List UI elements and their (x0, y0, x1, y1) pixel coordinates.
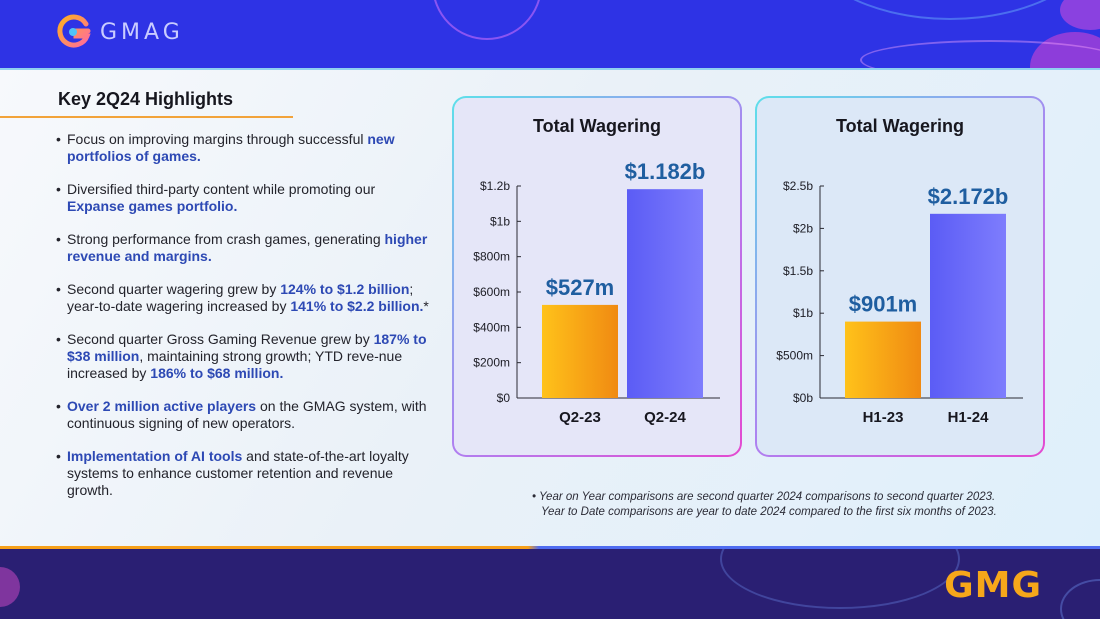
y-tick-label: $1b (793, 306, 813, 320)
highlight-item: Second quarter Gross Gaming Revenue grew… (56, 331, 436, 382)
footer-accent-bar (0, 546, 1100, 550)
highlight-text: and state-of-the-art loyalty systems to … (67, 448, 409, 498)
data-label: $1.182b (625, 159, 706, 184)
gmag-logo-icon (57, 14, 91, 48)
chart-title: Total Wagering (836, 116, 964, 136)
footer-gmg-logo: GMG (944, 565, 1042, 606)
data-label: $901m (849, 292, 918, 317)
highlight-text: Focus on improving margins through succe… (67, 131, 368, 147)
highlight-emphasis: Implementation of AI tools (67, 448, 243, 464)
data-label: $527m (546, 275, 615, 300)
chart-card-half-year: Total Wagering $0b $500m $1b $1.5b $2b $2.5b $9… (755, 96, 1045, 457)
bar-h1-23 (845, 321, 921, 398)
bar-q2-23 (542, 304, 618, 398)
y-tick-label: $400m (473, 320, 510, 334)
highlight-emphasis: higher revenue and margins. (67, 231, 428, 264)
highlight-emphasis: new portfolios of games. (67, 131, 395, 164)
highlight-item: Implementation of AI tools and state-of-… (56, 448, 436, 499)
footnote-line-2: Year to Date comparisons are year to dat… (541, 506, 997, 518)
highlight-text: Second quarter Gross Gaming Revenue grew… (67, 331, 374, 347)
highlights-list: Focus on improving margins through succe… (56, 131, 436, 515)
header-banner: GMAG (0, 0, 1100, 68)
highlight-emphasis: 141% to $2.2 billion. (290, 298, 424, 314)
logo-text: GMAG (100, 19, 184, 45)
highlight-emphasis: 124% to $1.2 billion (280, 281, 410, 297)
gmag-logo: GMAG (56, 14, 184, 50)
x-tick-label: H1-24 (948, 409, 990, 426)
highlight-item: Strong performance from crash games, gen… (56, 231, 436, 265)
data-label: $2.172b (928, 184, 1009, 209)
y-tick-label: $2b (793, 221, 813, 235)
chart-card-quarterly: Total Wagering $0 $200m $400m $600m $800m $1b $… (452, 96, 742, 457)
chart-title: Total Wagering (533, 116, 661, 136)
highlight-item: Over 2 million active players on the GMA… (56, 398, 436, 432)
y-tick-label: $2.5b (783, 179, 813, 193)
x-tick-label: H1-23 (863, 409, 904, 426)
chart-quarterly-wagering: Total Wagering $0 $200m $400m $600m $800m $1b $… (454, 98, 740, 455)
x-tick-label: Q2-23 (559, 409, 601, 426)
y-tick-label: $0 (497, 391, 511, 405)
highlight-emphasis: 187% to $38 million (67, 331, 427, 364)
highlight-text: , maintaining strong growth; YTD reve-nu… (67, 348, 403, 381)
highlight-text: Strong performance from crash games, gen… (67, 231, 385, 247)
highlight-text: Second quarter wagering grew by (67, 281, 281, 297)
y-tick-label: $500m (776, 349, 813, 363)
highlight-emphasis: Expanse games portfolio. (67, 198, 238, 214)
y-tick-label: $0b (793, 391, 813, 405)
highlight-item: Diversified third-party content while pr… (56, 181, 436, 215)
y-tick-label: $1b (490, 214, 510, 228)
highlight-item: Focus on improving margins through succe… (56, 131, 436, 165)
chart-half-year-wagering: Total Wagering $0b $500m $1b $1.5b $2b $2.5b $9… (757, 98, 1043, 455)
highlights-title: Key 2Q24 Highlights (58, 89, 234, 109)
highlight-text: on the GMAG system, with continuous sign… (67, 398, 427, 431)
y-tick-label: $1.2b (480, 179, 510, 193)
bar-h1-24 (930, 213, 1006, 398)
bar-q2-24 (627, 189, 703, 398)
y-tick-label: $1.5b (783, 264, 813, 278)
highlight-text: * (423, 298, 429, 314)
highlight-emphasis: 186% to $68 million. (150, 365, 284, 381)
footnote-line-1: • Year on Year comparisons are second qu… (532, 491, 996, 503)
highlights-title-underline (0, 116, 293, 118)
highlight-text: Diversified third-party content while pr… (67, 181, 376, 197)
footnote: • Year on Year comparisons are second qu… (532, 490, 1052, 520)
header-divider (0, 68, 1100, 70)
footer-banner (0, 549, 1100, 619)
y-tick-label: $600m (473, 285, 510, 299)
highlight-text: ; year-to-date wagering increased by (67, 281, 414, 314)
y-tick-label: $800m (473, 250, 510, 264)
highlight-item: Second quarter wagering grew by 124% to … (56, 281, 436, 315)
highlight-emphasis: Over 2 million active players (67, 398, 257, 414)
y-tick-label: $200m (473, 356, 510, 370)
x-tick-label: Q2-24 (644, 409, 686, 426)
